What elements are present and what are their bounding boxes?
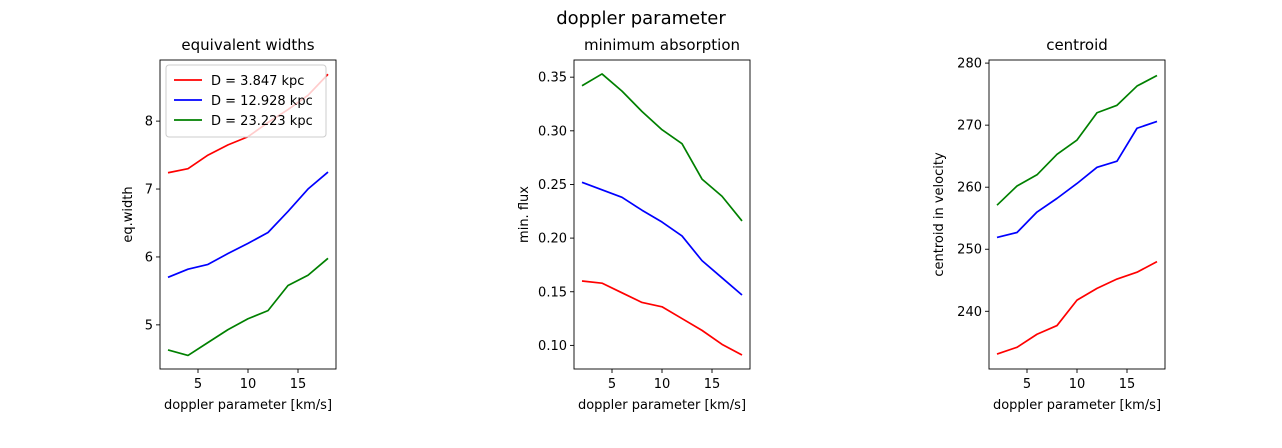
x-axis-label: doppler parameter [km/s]	[164, 398, 332, 413]
y-axis-label: eq.width	[121, 186, 136, 242]
y-tick-label: 6	[145, 250, 153, 265]
y-axis-label: min. flux	[517, 186, 532, 243]
y-tick-label: 0.30	[538, 124, 567, 139]
panel-1: 5 10 15 5 6 7 8 equivalent widths doppler parame…	[121, 36, 337, 413]
legend-label: D = 12.928 kpc	[211, 94, 313, 109]
x-tick-label: 15	[290, 377, 307, 392]
legend-label: D = 3.847 kpc	[211, 74, 304, 89]
series-line-1	[996, 260, 1158, 355]
x-tick-label: 15	[1119, 377, 1136, 392]
series-line-2	[996, 120, 1158, 239]
y-tick-label: 5	[145, 318, 153, 333]
panel-title: equivalent widths	[181, 36, 314, 54]
series-line-3	[996, 74, 1158, 206]
x-tick-label: 5	[194, 377, 202, 392]
y-tick-label: 260	[957, 181, 982, 196]
y-tick-label: 280	[957, 57, 982, 72]
y-axis-label: centroid in velocity	[932, 152, 947, 277]
figure-title: doppler parameter	[556, 8, 726, 29]
series-line-2	[167, 171, 329, 279]
y-tick-label: 250	[957, 243, 982, 258]
y-tick-label: 0.35	[538, 71, 567, 86]
panel-2: 5 10 15 0.10 0.15 0.20 0.25 0.30 0.35 minimum abs…	[517, 36, 751, 413]
legend-box	[165, 64, 327, 138]
y-tick-label: 0.10	[538, 339, 567, 354]
y-tick-label: 7	[145, 183, 153, 198]
panels: 5 10 15 5 6 7 8 equivalent widths doppler parame…	[121, 36, 1166, 413]
panel-title: centroid	[1046, 36, 1108, 54]
series-line-2	[581, 181, 743, 296]
x-axis-label: doppler parameter [km/s]	[578, 398, 746, 413]
y-tick-label: 270	[957, 119, 982, 134]
series-line-3	[581, 73, 743, 222]
panel-title: minimum absorption	[584, 36, 740, 54]
x-axis-label: doppler parameter [km/s]	[993, 398, 1161, 413]
y-tick-label: 0.15	[538, 285, 567, 300]
x-tick-label: 5	[1023, 377, 1031, 392]
x-tick-label: 5	[608, 377, 616, 392]
x-tick-label: 10	[240, 377, 257, 392]
x-tick-label: 10	[1069, 377, 1086, 392]
y-tick-label: 240	[957, 305, 982, 320]
legend-label: D = 23.223 kpc	[211, 114, 313, 129]
y-tick-label: 0.20	[538, 232, 567, 247]
x-tick-label: 15	[704, 377, 721, 392]
series-line-1	[581, 280, 743, 356]
y-tick-label: 0.25	[538, 178, 567, 193]
series-line-3	[167, 257, 329, 357]
panel-3: 5 10 15 240 250 260 270 280 centroid doppler para…	[932, 36, 1166, 413]
legend: D = 3.847 kpc D = 12.928 kpc D = 23.223 kp…	[165, 64, 327, 138]
y-tick-label: 8	[145, 115, 153, 130]
x-tick-label: 10	[654, 377, 671, 392]
